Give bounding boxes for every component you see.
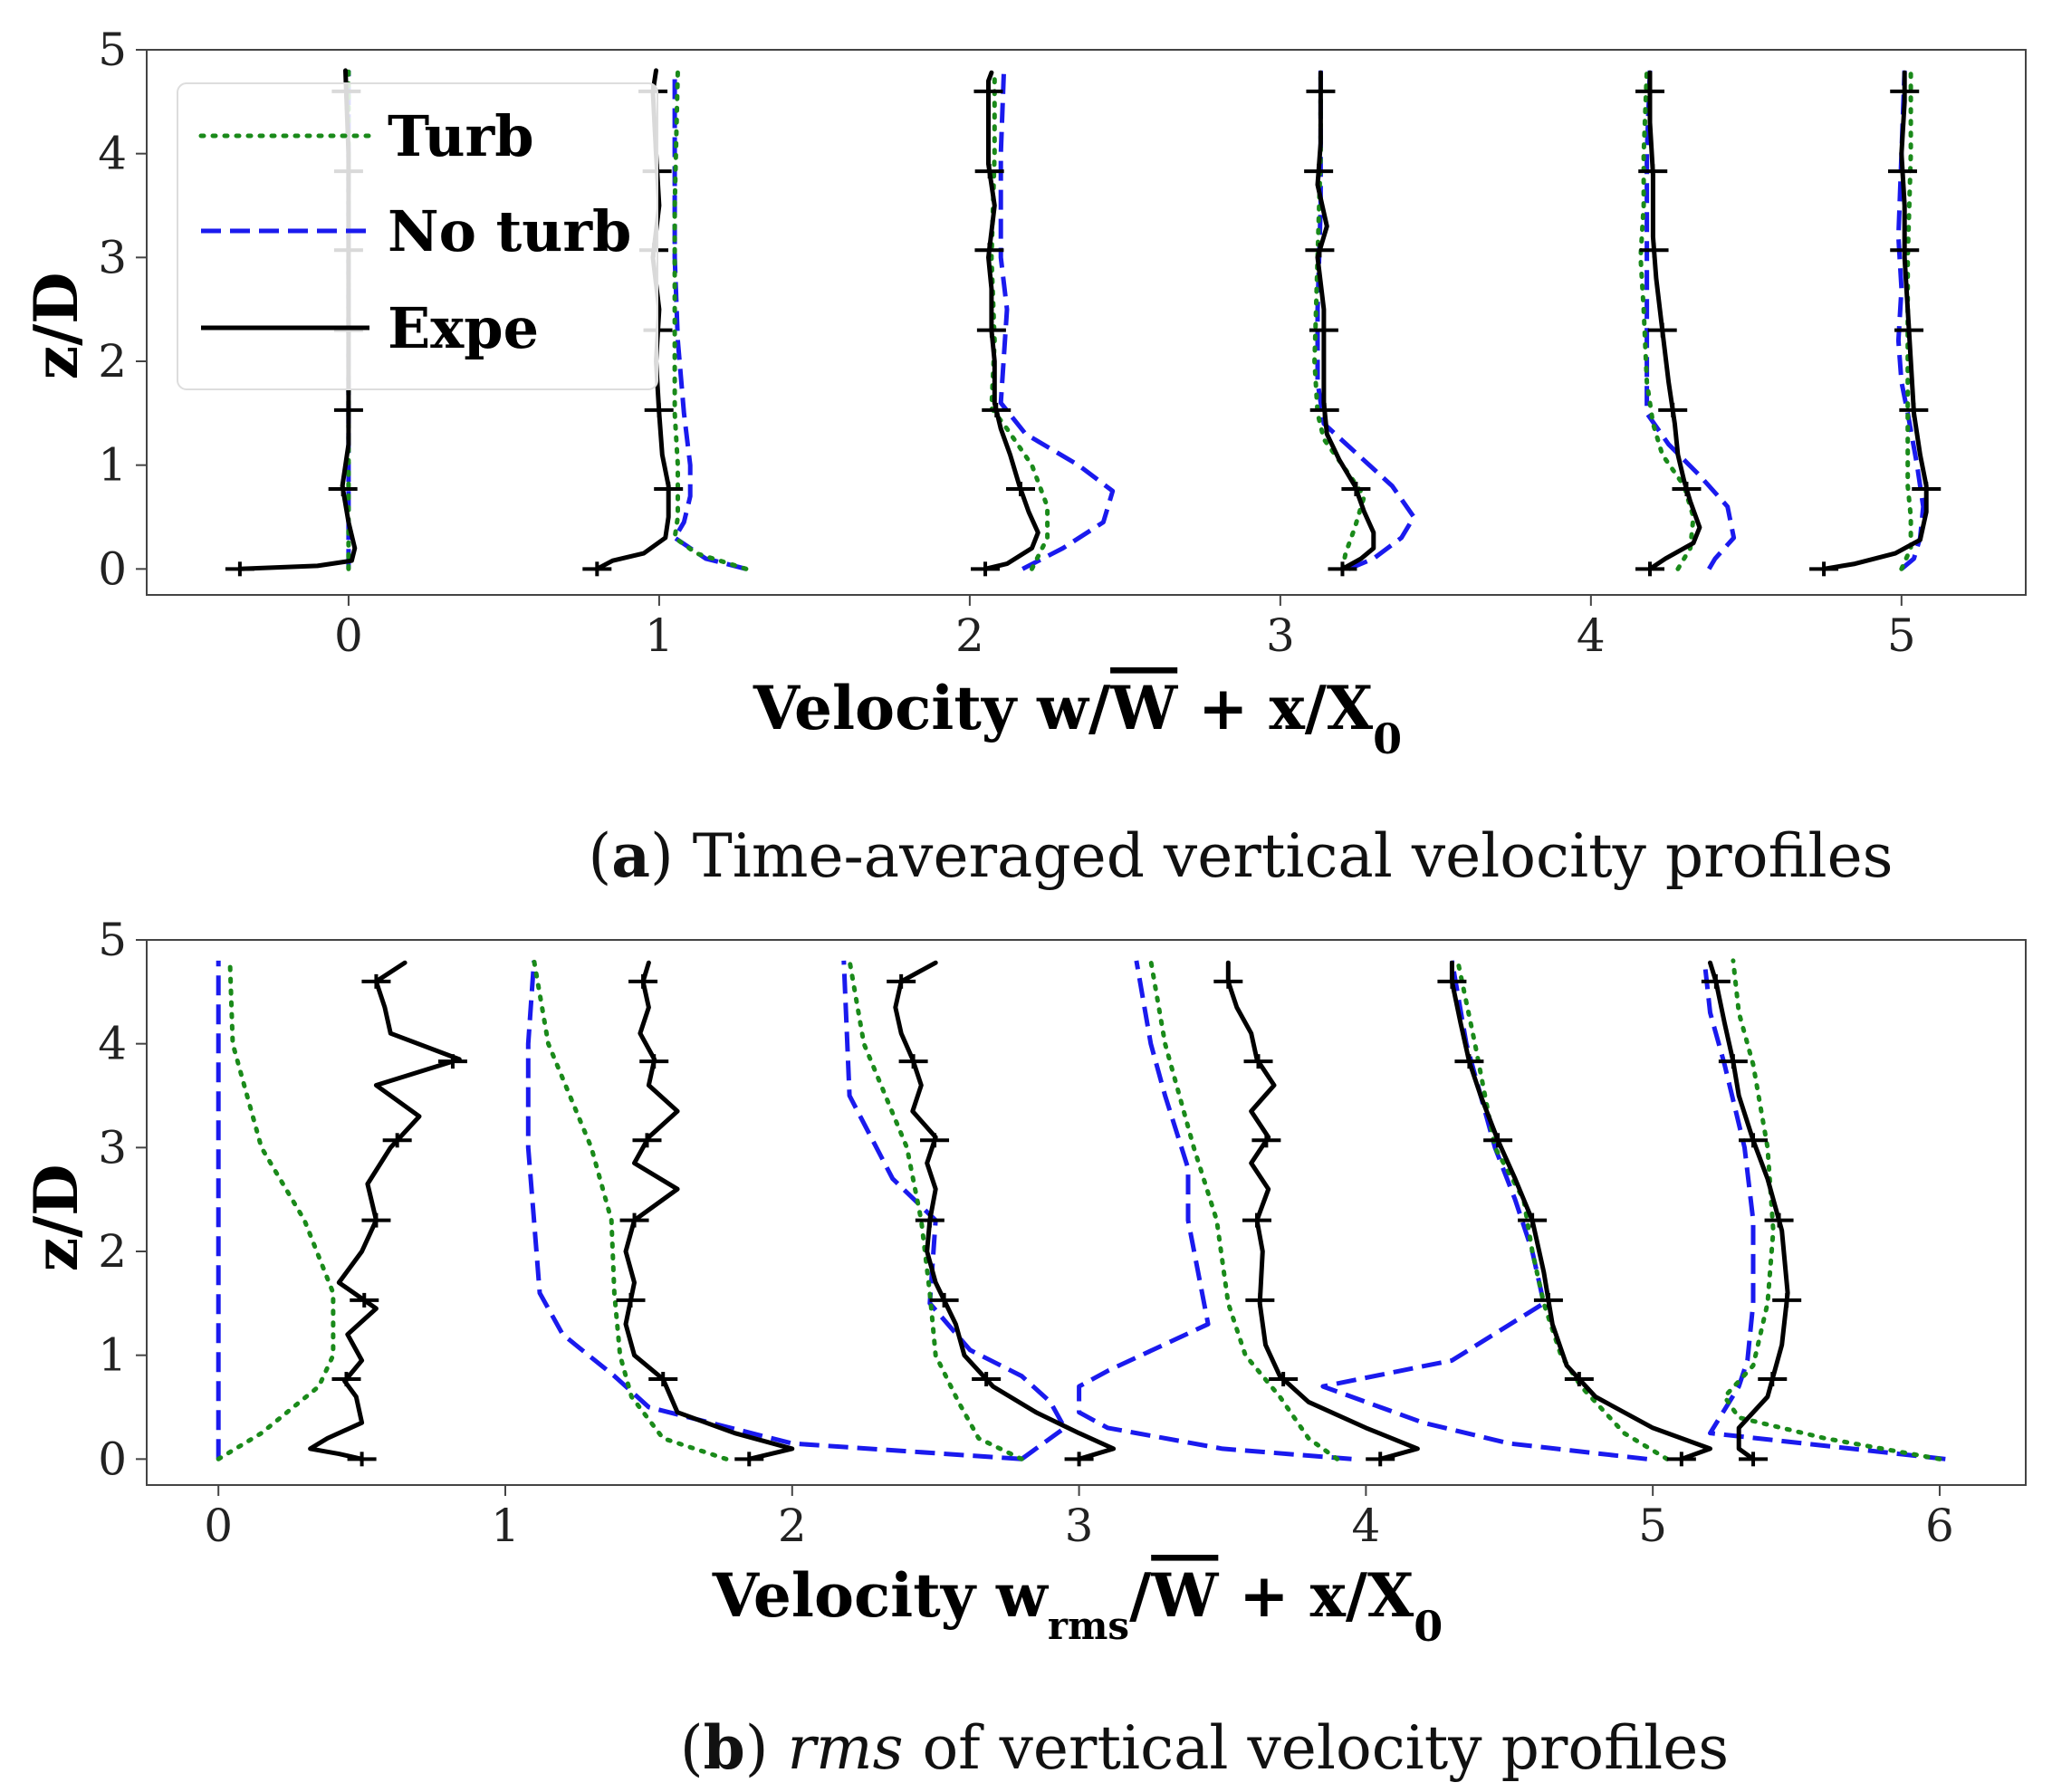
series-expe-station-3 (1225, 960, 1420, 1461)
x-tick-label: 3 (1065, 1500, 1094, 1552)
y-tick-label: 1 (98, 439, 127, 492)
series-no-turb-station-1 (672, 70, 747, 571)
y-tick-label: 1 (98, 1329, 127, 1382)
series-turb-station-5 (1721, 958, 1942, 1461)
plot-a-frame (146, 49, 2027, 596)
x-tick-label: 0 (334, 609, 363, 662)
x-tick-label: 5 (1887, 609, 1916, 662)
series-expe-station-2 (983, 70, 1040, 571)
series-expe-station-1 (623, 960, 795, 1461)
series-no-turb-station-4 (1320, 960, 1648, 1461)
series-expe-station-3 (1315, 70, 1376, 571)
y-tick-label: 4 (98, 128, 127, 180)
series-turb-station-5 (1899, 68, 1913, 571)
caption-a: (a) Time-averaged vertical velocity prof… (588, 820, 1893, 891)
series-no-turb-station-4 (1644, 70, 1737, 570)
plot-b-ylabel: z/D (21, 1164, 91, 1272)
series-turb-station-0 (216, 958, 336, 1461)
x-tick-label: 5 (1638, 1500, 1667, 1552)
series-no-turb-station-2 (998, 70, 1116, 571)
plot-a-ylabel: z/D (21, 273, 91, 380)
legend-box (177, 82, 658, 390)
y-tick-label: 3 (98, 231, 127, 283)
x-tick-label: 3 (1266, 609, 1295, 662)
series-turb-station-2 (847, 958, 1024, 1461)
series-turb-station-3 (1148, 958, 1340, 1461)
y-tick-label: 4 (98, 1018, 127, 1070)
series-no-turb-station-5 (1702, 960, 1946, 1461)
plot-b-xlabel: Velocity wrms/W + x/X0 (712, 1560, 1443, 1651)
plot-a-xlabel: Velocity w/W + x/X0 (753, 673, 1402, 763)
legend-label-turb: Turb (388, 103, 534, 169)
plot-a-ticks: 0 1 2 3 4 5 0 1 2 3 4 5 (98, 24, 1916, 662)
series-no-turb-station-2 (841, 960, 1068, 1461)
series-expe-station-4 (1449, 960, 1712, 1461)
panel-b: 0 1 2 3 4 5 6 0 1 2 3 4 5 z/D Velocity wrms/W + x/X0… (21, 914, 2027, 1783)
y-tick-label: 2 (98, 1225, 127, 1278)
plot-b-frame (146, 939, 2027, 1486)
series-no-turb-station-3 (1077, 960, 1352, 1461)
series-no-turb-station-1 (525, 960, 1022, 1461)
x-tick-label: 4 (1577, 609, 1606, 662)
x-tick-label: 4 (1351, 1500, 1380, 1552)
x-tick-label: 2 (778, 1500, 807, 1552)
series-turb-station-4 (1455, 958, 1670, 1461)
series-expe-station-4 (1647, 70, 1702, 571)
series-turb-station-4 (1638, 68, 1696, 571)
legend: Turb No turb Expe (177, 82, 658, 390)
x-tick-label: 1 (491, 1500, 520, 1552)
y-tick-label: 5 (98, 24, 127, 76)
series-turb-station-1 (672, 68, 749, 571)
series-no-turb-station-3 (1315, 70, 1416, 571)
panel-a: 0 1 2 3 4 5 0 1 2 3 4 5 z/D Velocity w/W + x/X0 Tur… (21, 24, 2027, 891)
plot-b-ticks: 0 1 2 3 4 5 6 0 1 2 3 4 5 (98, 914, 1954, 1552)
x-tick-label: 0 (204, 1500, 233, 1552)
y-tick-label: 0 (98, 1433, 127, 1485)
series-expe-station-5 (1708, 960, 1790, 1461)
caption-b: (b) rms of vertical velocity profiles (680, 1712, 1729, 1783)
plot-a-xlabel-overline: W (1109, 673, 1178, 743)
y-tick-label: 3 (98, 1121, 127, 1174)
series-turb-station-1 (532, 958, 729, 1461)
y-tick-label: 5 (98, 914, 127, 966)
legend-label-no-turb: No turb (388, 198, 631, 264)
y-tick-label: 2 (98, 335, 127, 388)
legend-label-expe: Expe (388, 295, 539, 361)
x-tick-label: 2 (955, 609, 984, 662)
plot-b-series (216, 958, 1946, 1467)
plot-b-xlabel-overline: W (1150, 1560, 1219, 1631)
series-turb-station-3 (1312, 68, 1366, 571)
x-tick-label: 1 (645, 609, 674, 662)
y-tick-label: 0 (98, 542, 127, 595)
series-expe-station-0 (308, 960, 462, 1461)
series-expe-station-2 (893, 960, 1117, 1461)
x-tick-label: 6 (1925, 1500, 1954, 1552)
